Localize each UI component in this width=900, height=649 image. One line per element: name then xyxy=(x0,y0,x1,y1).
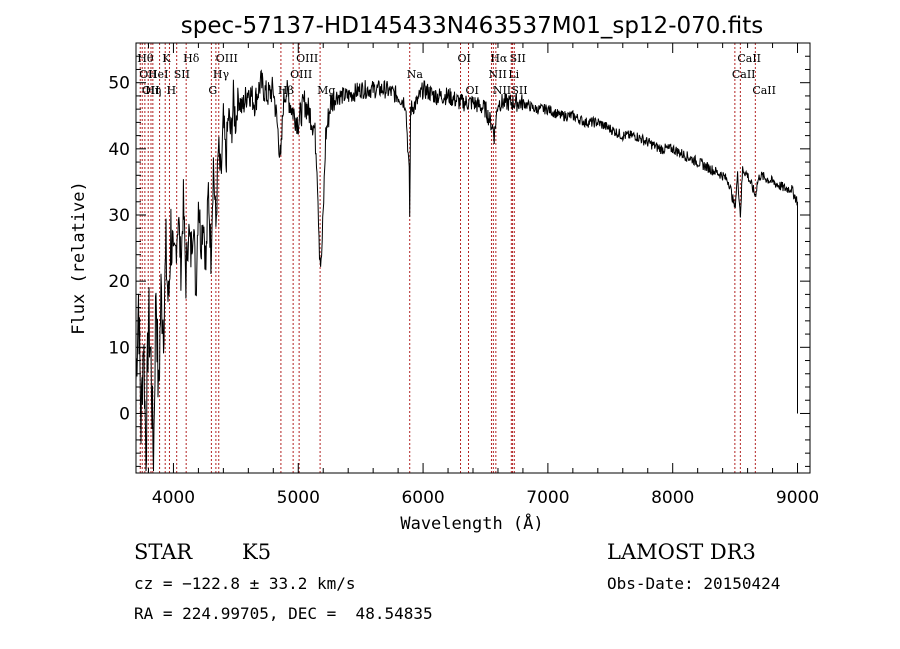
line-marker-label: OI xyxy=(466,84,479,97)
y-tick-label: 50 xyxy=(108,74,130,94)
redshift-value: cz = −122.8 ± 33.2 km/s xyxy=(134,574,356,593)
object-subclass: K5 xyxy=(242,540,272,564)
line-marker-label: CaII xyxy=(752,84,776,97)
line-marker-label: HeI xyxy=(148,68,168,81)
line-marker-label: CaII xyxy=(737,52,761,65)
y-tick-label: 40 xyxy=(108,140,130,160)
line-marker-label: Na xyxy=(407,68,424,81)
line-marker-label: OIII xyxy=(290,68,312,81)
line-marker-label: CaII xyxy=(732,68,756,81)
y-tick-label: 0 xyxy=(119,404,130,424)
observation-date: Obs-Date: 20150424 xyxy=(607,574,781,593)
line-marker-label: OII xyxy=(142,84,160,97)
x-axis-label: Wavelength (Å) xyxy=(400,512,543,534)
y-axis-ticks: 0 10 20 30 40 50 xyxy=(108,55,810,467)
x-tick-label: 8000 xyxy=(651,488,694,508)
y-tick-label: 10 xyxy=(108,338,130,358)
line-marker-label: SII xyxy=(511,84,527,97)
x-tick-label: 4000 xyxy=(152,488,195,508)
line-marker-labels: HθOIIOIIHηHeIKHSIIHδGHγOIIIHβOIIIOIIIMgN… xyxy=(137,52,776,97)
chart-title: spec-57137-HD145433N463537M01_sp12-070.f… xyxy=(181,13,763,39)
line-marker-label: OI xyxy=(458,52,471,65)
y-tick-label: 20 xyxy=(108,272,130,292)
line-marker-label: SII xyxy=(510,52,526,65)
line-marker-label: Hδ xyxy=(183,52,200,65)
line-marker-label: Li xyxy=(508,68,519,81)
x-tick-label: 7000 xyxy=(526,488,569,508)
line-marker-label: Hα xyxy=(490,52,508,65)
line-marker-label: Hβ xyxy=(278,84,294,97)
line-marker-label: H xyxy=(166,84,176,97)
line-marker-label: SII xyxy=(174,68,190,81)
y-axis-label: Flux (relative) xyxy=(69,181,89,335)
y-tick-label: 30 xyxy=(108,206,130,226)
x-tick-label: 5000 xyxy=(277,488,320,508)
line-marker-label: OIII xyxy=(296,52,318,65)
object-class: STAR xyxy=(134,540,193,564)
line-marker-label: Mg xyxy=(317,84,335,97)
line-marker-label: K xyxy=(162,52,171,65)
x-tick-label: 9000 xyxy=(776,488,819,508)
x-axis-ticks: 4000 5000 6000 7000 8000 9000 xyxy=(147,43,819,508)
line-marker-label: Hθ xyxy=(137,52,154,65)
line-marker-label: OIII xyxy=(216,52,238,65)
line-marker-label: Hη xyxy=(145,84,161,97)
line-marker-label: G xyxy=(208,84,217,97)
coordinates: RA = 224.99705, DEC = 48.54835 xyxy=(134,604,433,623)
survey-name: LAMOST DR3 xyxy=(607,540,756,564)
line-marker-label: NII xyxy=(493,84,511,97)
x-tick-label: 6000 xyxy=(401,488,444,508)
spectrum-line xyxy=(135,69,798,472)
line-marker-label: OII xyxy=(139,68,157,81)
line-marker-label: NII xyxy=(488,68,506,81)
line-marker-label: Hγ xyxy=(213,68,230,81)
